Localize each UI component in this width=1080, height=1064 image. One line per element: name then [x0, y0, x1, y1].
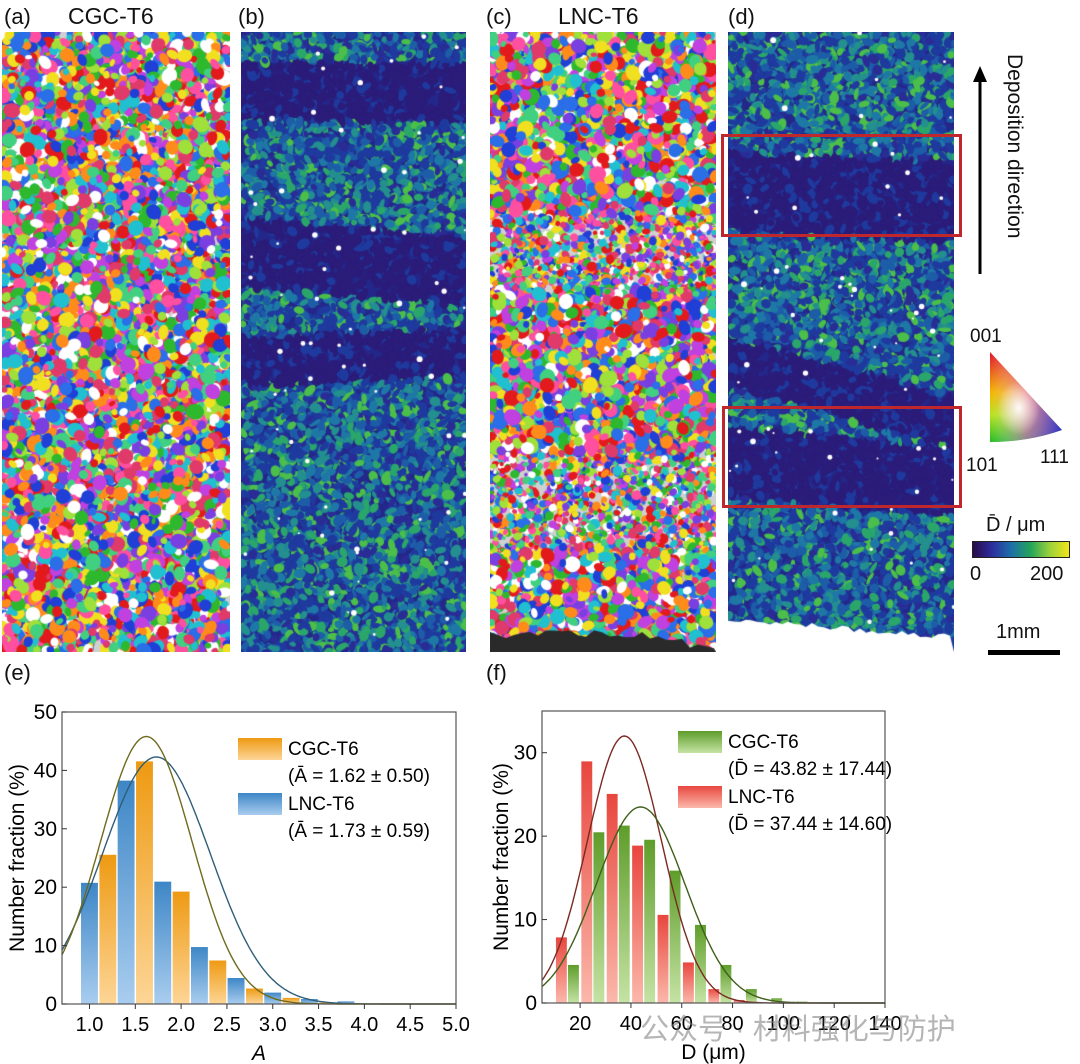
histogram-bar [643, 839, 656, 1004]
x-tick-label: 80 [721, 1013, 743, 1035]
x-tick-label: 60 [671, 1013, 693, 1035]
histogram-bar [669, 870, 682, 1004]
y-tick-label: 10 [34, 935, 57, 958]
x-tick-label: 3.0 [259, 1014, 287, 1036]
chart-aspect-ratio-histogram: 0 10 20 30 40 50 1.0 1.5 2.0 2.5 3.0 3.5 4.0 4.5 5.0 A N… [6, 701, 470, 1064]
panel-label-c: (c) [486, 4, 512, 29]
x-tick-label: 100 [767, 1013, 800, 1035]
y-tick-label: 50 [34, 701, 57, 724]
x-tick-label: 20 [569, 1013, 591, 1035]
panel-label-d: (d) [728, 4, 755, 29]
x-tick-label: 4.5 [396, 1014, 424, 1036]
histogram-bar [153, 881, 172, 1005]
histogram-bar [190, 946, 209, 1005]
grain-size-colorbar [972, 541, 1070, 558]
histogram-bar [656, 914, 670, 1004]
x-tick-label: 2.0 [167, 1014, 195, 1036]
x-tick-label: 140 [868, 1013, 901, 1035]
colorbar-min-label: 0 [970, 563, 982, 585]
watermark: 公众号 · 材料强化与防护 [640, 1014, 956, 1046]
scale-bar [988, 650, 1060, 655]
x-axis-label: D (μm) [681, 1041, 746, 1064]
legend-stat: (D̄ = 37.44 ± 14.60) [728, 814, 892, 835]
ipf-map-lnc [490, 32, 716, 652]
colorbar-title: D̄ / μm [986, 514, 1046, 536]
y-tick-label: 0 [45, 993, 57, 1016]
y-tick-label: 20 [514, 825, 537, 848]
ipf-map-cgc [2, 32, 230, 652]
histogram-bar [567, 964, 580, 1004]
y-axis-label: Number fraction (%) [490, 763, 513, 951]
ipf-triangle-legend [990, 352, 1062, 442]
x-tick-label: 2.5 [213, 1014, 241, 1036]
ipf-corner-111: 111 [1040, 447, 1069, 468]
y-tick-label: 0 [525, 992, 537, 1015]
legend-swatch [678, 731, 722, 753]
chart-grain-size-histogram: 0 10 20 30 20 40 60 80 100 120 140 D (μm) Number fra… [490, 710, 902, 1064]
x-tick-label: 1.5 [121, 1014, 149, 1036]
legend-swatch [238, 738, 282, 760]
histogram-bar [618, 824, 631, 1004]
y-tick-label: 20 [34, 876, 57, 899]
histogram-bar [208, 959, 227, 1005]
y-axis-label: Number fraction (%) [6, 764, 29, 952]
panel-label-a: (a) [4, 4, 31, 29]
histogram-bar [98, 854, 117, 1005]
y-tick-label: 40 [34, 759, 57, 782]
legend-swatch [678, 786, 722, 808]
sample-title-lnc: LNC-T6 [558, 3, 639, 29]
plot-frame [61, 711, 457, 1005]
histogram-bar [606, 793, 619, 1004]
legend-label: CGC-T6 [728, 732, 799, 753]
legend-swatch [238, 793, 282, 815]
x-tick-label: 3.5 [305, 1014, 333, 1036]
histogram-bar [245, 987, 264, 1005]
x-tick-label: 5.0 [442, 1014, 470, 1036]
histogram-bar [592, 831, 605, 1004]
scale-bar-label: 1mm [996, 621, 1041, 643]
histogram-bar [172, 890, 191, 1005]
legend-label: LNC-T6 [288, 794, 355, 815]
plot-frame [541, 710, 886, 1004]
histogram-bar [117, 780, 136, 1005]
y-tick-label: 10 [514, 909, 537, 932]
colorbar-max-label: 200 [1030, 563, 1064, 585]
legend-stat: (D̄ = 43.82 ± 17.44) [728, 759, 892, 780]
histogram-bar [631, 845, 644, 1004]
grain-size-map-cgc [241, 32, 466, 652]
x-tick-label: 1.0 [76, 1014, 104, 1036]
panel-label-f: (f) [486, 660, 507, 685]
legend-stat: (Ā = 1.73 ± 0.59) [288, 821, 430, 842]
y-tick-label: 30 [514, 742, 537, 765]
x-tick-label: 120 [817, 1013, 850, 1035]
x-tick-label: 40 [620, 1013, 642, 1035]
sample-title-cgc: CGC-T6 [68, 3, 154, 29]
deposition-direction-label: Deposition direction [1003, 54, 1026, 239]
highlight-box-bottom [722, 406, 962, 508]
arrow-up-icon [973, 66, 987, 274]
grain-size-map-lnc [728, 32, 954, 652]
panel-label-b: (b) [238, 4, 265, 29]
ipf-corner-101: 101 [966, 455, 998, 476]
y-tick-label: 30 [34, 818, 57, 841]
legend-label: CGC-T6 [288, 739, 359, 760]
x-axis-label: A [250, 1042, 266, 1064]
ipf-corner-001: 001 [970, 326, 1002, 347]
histogram-bar [682, 961, 695, 1004]
histogram-bar [135, 760, 154, 1005]
legend-stat: (Ā = 1.62 ± 0.50) [288, 766, 430, 787]
legend-label: LNC-T6 [728, 787, 795, 808]
histogram-bar [227, 977, 246, 1005]
highlight-box-top [721, 134, 962, 237]
histogram-bar [580, 760, 593, 1004]
panel-label-e: (e) [4, 660, 31, 685]
x-tick-label: 4.0 [350, 1014, 378, 1036]
